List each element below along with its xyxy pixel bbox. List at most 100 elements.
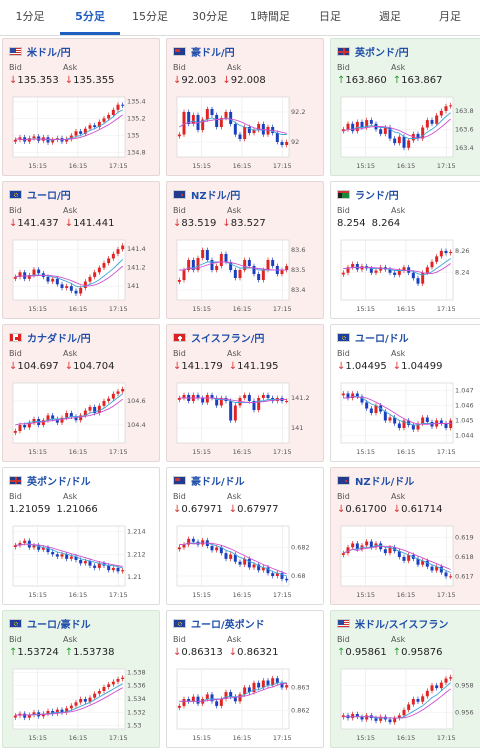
rate-card[interactable]: カナダドル/円 Bid Ask 104.697 104.704 15:15 16:15 17:… [2,324,160,462]
candle-body [365,402,369,409]
candle-body [102,263,106,268]
currency-pair-label[interactable]: 豪ドル/ドル [191,476,245,488]
tab-0[interactable]: 1分足 [15,10,45,23]
candle-body [205,395,209,403]
rate-card[interactable]: ユーロ/ドル Bid Ask 1.04495 1.04499 15:15 16:15 17:1… [330,324,480,462]
candlestick-chart[interactable]: 15:15 16:15 17:15 0.863 0.862 [173,665,317,743]
currency-pair-label[interactable]: スイスフラン/円 [191,333,265,345]
currency-pair-label[interactable]: カナダドル/円 [27,333,91,345]
currency-pair-label[interactable]: NZドル/ドル [355,476,415,488]
candle-body [187,112,191,124]
candle-body [79,559,83,564]
candle-body [37,269,41,274]
candle-body [65,286,69,288]
candle-body [430,120,434,124]
candlestick-chart[interactable]: 15:15 16:15 17:15 104.6 104.4 [9,379,153,457]
tab-6[interactable]: 週足 [379,10,401,23]
currency-pair-label[interactable]: 豪ドル/円 [191,47,235,59]
candlestick-chart[interactable]: 15:15 16:15 17:15 8.26 8.24 [337,236,480,314]
currency-pair-label[interactable]: 英ポンド/ドル [27,476,91,488]
rate-card[interactable]: 豪ドル/円 Bid Ask 92.003 92.008 15:15 16:15 17:15 92… [166,38,324,176]
rate-card[interactable]: 米ドル/円 Bid Ask 135.353 135.355 15:15 16:15 17:15… [2,38,160,176]
rate-card[interactable]: ユーロ/円 Bid Ask 141.437 141.441 15:15 16:15 17:15… [2,181,160,319]
candle-body [97,563,101,568]
candle-body [97,121,101,127]
rate-card[interactable]: スイスフラン/円 Bid Ask 141.179 141.195 15:15 16:15 17… [166,324,324,462]
candle-body [247,395,251,401]
bid-label: Bid [173,349,186,358]
candlestick-chart[interactable]: 15:15 16:15 17:15 92.2 92 [173,93,317,171]
x-tick-label: 17:15 [109,305,128,313]
candle-body [196,258,200,270]
rate-card[interactable]: 米ドル/スイスフラン Bid Ask 0.95861 0.95876 15:15 16:15… [330,610,480,748]
flag-icon [173,475,186,485]
price-labels: Bid Ask [173,206,281,215]
y-tick-label: 1.045 [455,417,474,425]
candle-body [187,538,191,545]
rate-card[interactable]: 英ポンド/ドル Bid Ask 1.21059 1.21066 15:15 16:15 17:… [2,467,160,605]
candle-body [247,260,251,266]
candlestick-chart[interactable]: 15:15 16:15 17:15 141.2 141 [173,379,317,457]
candle-body [23,540,27,543]
tab-5[interactable]: 日足 [319,10,341,23]
candlestick-chart[interactable]: 15:15 16:15 17:15 0.682 0.68 [173,522,317,600]
rate-card[interactable]: 豪ドル/ドル Bid Ask 0.67971 0.67977 15:15 16:15 17:1… [166,467,324,605]
candle-body [383,549,387,554]
tab-3[interactable]: 30分足 [192,10,228,23]
candle-body [416,558,420,565]
candle-body [449,576,453,578]
ask-price: 141.441 [65,218,114,229]
candlestick-chart[interactable]: 15:15 16:15 17:15 135.4 135.2 135 134.8 [9,93,153,171]
candle-body [116,567,120,572]
candlestick-chart[interactable]: 15:15 16:15 17:15 1.538 1.536 1.534 1.532 1.53 [9,665,153,743]
candle-body [51,415,55,419]
rate-card[interactable]: ランド/円 Bid Ask 8.254 8.264 15:15 16:15 17:15 8.26… [330,181,480,319]
currency-pair-label[interactable]: ユーロ/豪ドル [27,619,91,631]
currency-pair-label[interactable]: 米ドル/円 [27,47,71,59]
x-tick-label: 16:15 [233,591,252,599]
candle-body [93,125,97,127]
rate-card[interactable]: NZドル/ドル Bid Ask 0.61700 0.61714 15:15 16:15 17:… [330,467,480,605]
tab-1[interactable]: 5分足 [60,0,120,35]
x-tick-label: 16:15 [233,448,252,456]
card-header: ユーロ/英ポンド [173,616,319,631]
price-values: 8.254 8.264 [337,218,406,229]
rate-card[interactable]: NZドル/円 Bid Ask 83.519 83.527 15:15 16:15 17:15 8… [166,181,324,319]
currency-pair-label[interactable]: ユーロ/英ポンド [191,619,265,631]
tab-4[interactable]: 1時間足 [250,10,290,23]
currency-pair-label[interactable]: 米ドル/スイスフラン [355,619,449,631]
currency-pair-label[interactable]: ユーロ/ドル [355,333,409,345]
candlestick-chart[interactable]: 15:15 16:15 17:15 163.8 163.6 163.4 [337,93,480,171]
card-header: NZドル/ドル [337,473,480,488]
tab-2[interactable]: 15分足 [132,10,168,23]
y-tick-label: 1.047 [455,387,474,395]
candle-body [360,396,364,403]
candle-body [351,393,355,398]
candlestick-chart[interactable]: 15:15 16:15 17:15 0.958 0.956 [337,665,480,743]
currency-pair-label[interactable]: ランド/円 [355,190,399,202]
candlestick-chart[interactable]: 15:15 16:15 17:15 1.214 1.212 1.21 [9,522,153,600]
rate-card[interactable]: ユーロ/豪ドル Bid Ask 1.53724 1.53738 15:15 16:15 17:… [2,610,160,748]
candle-body [374,718,378,721]
currency-pair-label[interactable]: 英ポンド/円 [355,47,409,59]
candlestick-chart[interactable]: 15:15 16:15 17:15 0.619 0.618 0.617 [337,522,480,600]
x-tick-label: 15:15 [356,734,375,742]
currency-pair-label[interactable]: ユーロ/円 [27,190,71,202]
bid-label: Bid [337,349,350,358]
candle-body [69,705,73,709]
candlestick-chart[interactable]: 15:15 16:15 17:15 83.6 83.5 83.4 [173,236,317,314]
tab-7[interactable]: 月足 [439,10,461,23]
price-values: 141.437 141.441 [9,218,121,229]
bid-label: Bid [173,206,186,215]
candle-body [111,109,115,115]
candle-body [177,547,181,550]
candle-body [46,276,50,282]
rate-card[interactable]: 英ポンド/円 Bid Ask 163.860 163.867 15:15 16:15 17:1… [330,38,480,176]
candle-body [425,417,429,422]
x-tick-label: 15:15 [192,162,211,170]
rate-card[interactable]: ユーロ/英ポンド Bid Ask 0.86313 0.86321 15:15 16:15 17… [166,610,324,748]
candlestick-chart[interactable]: 15:15 16:15 17:15 1.047 1.046 1.045 1.044 [337,379,480,457]
currency-pair-label[interactable]: NZドル/円 [191,190,241,202]
bid-price: 104.697 [9,361,58,372]
candlestick-chart[interactable]: 15:15 16:15 17:15 141.4 141.2 141 [9,236,153,314]
